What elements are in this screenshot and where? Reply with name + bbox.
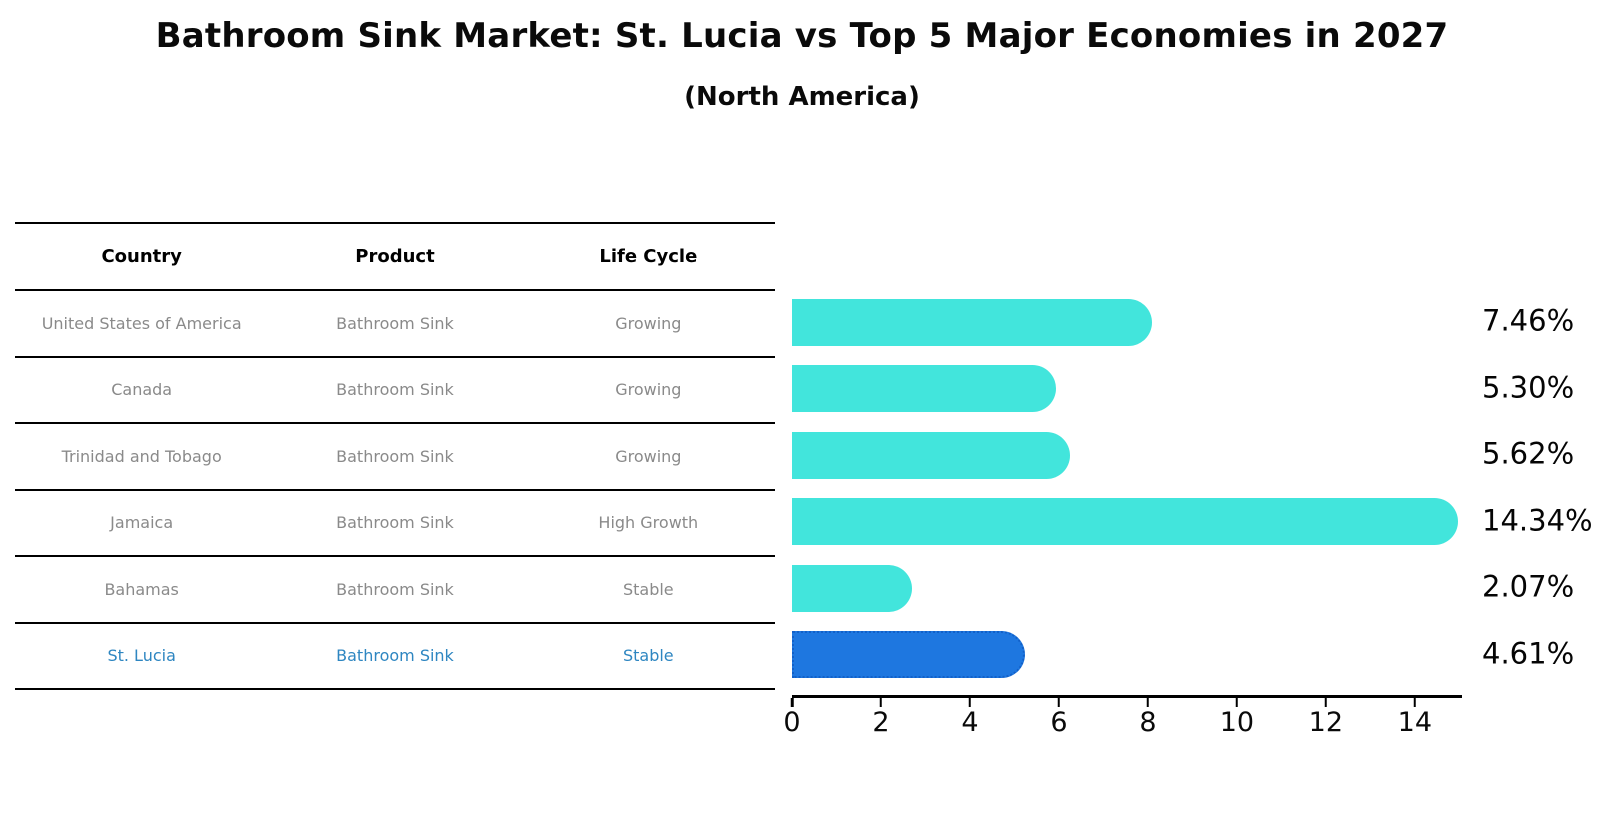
bar-highlighted (792, 631, 1026, 678)
table-row: Jamaica Bathroom Sink High Growth (15, 491, 775, 557)
table-cell-country: Canada (111, 380, 173, 400)
bar-row: 5.30% (792, 356, 1574, 423)
bar (792, 365, 1056, 412)
bar (792, 498, 1458, 545)
x-tick-mark (1057, 698, 1061, 707)
x-tick-mark (1235, 698, 1239, 707)
x-tick-label: 8 (1139, 707, 1157, 738)
bar-row: 14.34% (792, 489, 1593, 556)
x-tick-mark (790, 698, 794, 707)
table-cell-product: Bathroom Sink (336, 646, 454, 666)
table-cell-life-cycle: Stable (622, 646, 674, 666)
bar-value-label: 5.30% (1482, 370, 1575, 405)
x-tick-label: 4 (961, 707, 979, 738)
bar-row: 7.46% (792, 289, 1574, 356)
x-tick-mark (1324, 698, 1328, 707)
table-cell-country: Trinidad and Tobago (61, 446, 222, 466)
table-header-row: Country Product Life Cycle (15, 224, 775, 291)
x-tick-label: 6 (1050, 707, 1068, 738)
table-cell-life-cycle: Growing (615, 313, 682, 333)
x-tick-mark (968, 698, 972, 707)
x-tick-label: 0 (783, 707, 801, 738)
table-cell-country: United States of America (41, 313, 242, 333)
table-cell-life-cycle: Stable (622, 579, 674, 599)
table-row: United States of America Bathroom Sink Gro… (15, 291, 775, 358)
table-header-country: Country (101, 246, 182, 267)
table-cell-product: Bathroom Sink (336, 380, 454, 400)
bar (792, 298, 1152, 346)
bar-value-label: 2.07% (1482, 569, 1575, 604)
bar-row: 5.62% (792, 422, 1574, 489)
x-tick-label: 10 (1219, 707, 1255, 738)
x-tick-label: 14 (1397, 707, 1433, 738)
table-cell-life-cycle: Growing (615, 380, 682, 400)
bar-row: 2.07% (792, 555, 1574, 622)
x-tick-label: 12 (1308, 707, 1344, 738)
x-tick-mark (879, 698, 883, 707)
page-subtitle: (North America) (684, 82, 920, 112)
table-row: Canada Bathroom Sink Growing (15, 358, 775, 424)
bar-chart-plot-area: 7.46% 5.30% 5.62% 14.34% 2.07% 4.61% (792, 289, 1593, 689)
table-cell-country: Jamaica (110, 513, 174, 533)
bar-value-label: 7.46% (1482, 303, 1575, 338)
table-cell-country: St. Lucia (107, 646, 176, 666)
x-tick-mark (1146, 698, 1150, 707)
bar-value-label: 4.61% (1482, 636, 1575, 671)
table-cell-product: Bathroom Sink (336, 313, 454, 333)
table-cell-country: Bahamas (104, 579, 179, 599)
bar-value-label: 5.62% (1482, 436, 1575, 471)
bar (792, 431, 1070, 479)
table-header-product: Product (355, 246, 435, 267)
x-tick-mark (1413, 698, 1417, 707)
bar-row: 4.61% (792, 622, 1574, 689)
table-row: Bahamas Bathroom Sink Stable (15, 557, 775, 624)
x-axis (792, 695, 1462, 698)
country-table: Country Product Life Cycle United States… (15, 222, 775, 690)
table-cell-product: Bathroom Sink (336, 579, 454, 599)
table-cell-product: Bathroom Sink (336, 513, 454, 533)
table-row: Trinidad and Tobago Bathroom Sink Growing (15, 424, 775, 491)
table-row: St. Lucia Bathroom Sink Stable (15, 624, 775, 690)
page-title: Bathroom Sink Market: St. Lucia vs Top 5… (155, 16, 1449, 56)
table-cell-life-cycle: Growing (615, 446, 682, 466)
table-cell-life-cycle: High Growth (598, 513, 699, 533)
bar (792, 564, 913, 612)
table-cell-product: Bathroom Sink (336, 446, 454, 466)
x-tick-label: 2 (872, 707, 890, 738)
table-header-life-cycle: Life Cycle (599, 246, 698, 267)
table-body: United States of America Bathroom Sink Gro… (15, 291, 775, 690)
bar-value-label: 14.34% (1482, 503, 1593, 538)
